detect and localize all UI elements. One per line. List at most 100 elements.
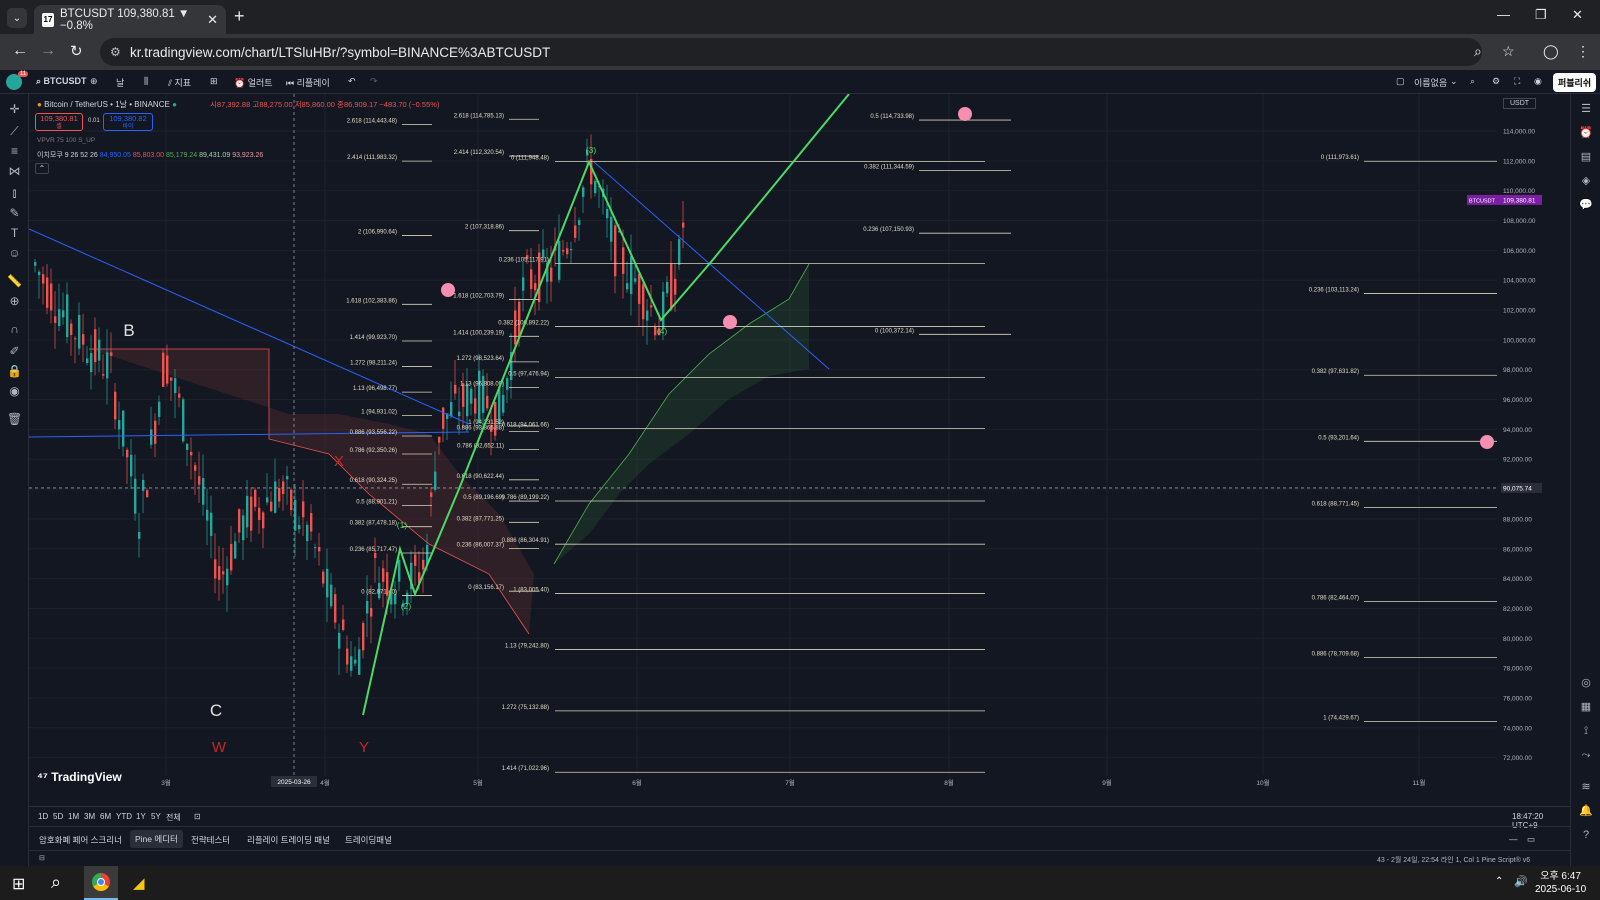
minimize-panel-icon[interactable]: —	[1509, 834, 1518, 844]
symbol-search[interactable]: ⌕ BTCUSDT	[36, 76, 87, 86]
price-axis[interactable]: 114,000.00 112,000.00 110,000.00 108,000.00…	[29, 94, 1570, 775]
interval-button[interactable]: 날	[116, 78, 125, 88]
buy-button[interactable]: 109,380.82 바이	[103, 113, 153, 131]
ichimoku-legend[interactable]: 이치모쿠 9 26 52 26 84,950.05 85,803.00 85,1…	[37, 150, 263, 160]
text-tool-icon[interactable]: T	[10, 226, 19, 240]
watchlist-icon[interactable]: ☰	[1581, 103, 1591, 115]
app-taskbar-icon[interactable]: ◢	[133, 875, 145, 892]
redo-icon[interactable]: ↷	[370, 76, 378, 86]
range-1d[interactable]: 1D	[38, 812, 49, 821]
templates-icon[interactable]: ⊞	[210, 76, 218, 86]
tab-strategy-tester[interactable]: 전략테스터	[191, 835, 231, 845]
minimize-window-icon[interactable]: —	[1497, 7, 1510, 22]
go-to-date-icon[interactable]: ⊡	[194, 812, 201, 821]
candle-body	[174, 378, 177, 394]
zoom-icon[interactable]: ⌕	[1474, 43, 1482, 59]
bell-icon[interactable]: 🔔	[1579, 805, 1593, 817]
keep-drawing-icon[interactable]: ✐	[9, 344, 20, 358]
ideas-icon[interactable]: ⤳	[1581, 749, 1591, 761]
range-5y[interactable]: 5Y	[151, 812, 161, 821]
back-icon[interactable]: ←	[12, 42, 28, 59]
pattern-tool-icon[interactable]: ⋈	[8, 164, 21, 178]
volume-icon[interactable]: 🔊	[1514, 876, 1528, 888]
clock-label[interactable]: 18:47:20 UTC+9	[1512, 812, 1544, 830]
compare-symbol-icon[interactable]: ⊕	[90, 76, 98, 86]
browser-menu-icon[interactable]: ⋮	[1576, 43, 1590, 59]
network-icon[interactable]: ⟟	[1583, 725, 1589, 737]
range-ytd[interactable]: YTD	[116, 812, 132, 821]
search-icon[interactable]: ⌕	[51, 872, 62, 892]
layers-icon[interactable]: ◈	[1581, 175, 1591, 187]
trendline-icon[interactable]: ⟋	[10, 124, 19, 138]
forward-icon[interactable]: →	[40, 42, 56, 59]
lock-icon[interactable]: 🔒	[7, 364, 22, 378]
calendar-icon[interactable]: ▦	[1580, 701, 1592, 713]
tray-chevron-icon[interactable]: ⌃	[1495, 876, 1504, 887]
tab-crypto-screener[interactable]: 암호화폐 페어 스크리너	[39, 835, 122, 845]
zoom-in-icon[interactable]: ⊕	[9, 294, 20, 308]
console-icon[interactable]: ⊟	[39, 855, 45, 862]
emoji-icon[interactable]: ☺	[8, 246, 21, 260]
url-field[interactable]: ⚙ kr.tradingview.com/chart/LTSluHBr/?sym…	[100, 38, 1482, 66]
indicators-button[interactable]: ⫽ 지표	[168, 78, 192, 88]
fullscreen-icon[interactable]: ⛶	[1514, 76, 1521, 86]
close-window-icon[interactable]: ✕	[1572, 7, 1583, 22]
tab-pine-editor[interactable]: Pine 에디터	[130, 830, 183, 848]
help-icon[interactable]: ?	[1582, 829, 1590, 841]
chat-icon[interactable]: 💬	[1579, 199, 1593, 211]
snapshot-icon[interactable]: ◉	[1534, 76, 1542, 86]
layout-name[interactable]: 이름없음	[1414, 78, 1448, 88]
replay-button[interactable]: ⏮ 리플레이	[286, 78, 330, 88]
close-tab-icon[interactable]: ✕	[207, 11, 218, 27]
maximize-panel-icon[interactable]: ▭	[1527, 834, 1536, 844]
range-6m[interactable]: 6M	[100, 812, 112, 821]
ruler-icon[interactable]: 📏	[7, 274, 22, 288]
fib-tool-icon[interactable]: ≡	[10, 144, 18, 158]
browser-tab[interactable]: 17 BTCUSDT 109,380.81 ▼ −0.8% ✕	[34, 5, 226, 34]
time-axis[interactable]: 3월 4월 5월 6월 7월 8월 9월 10월 11월 2025-03-26	[161, 94, 1425, 787]
sell-button[interactable]: 109,380.81 셀	[35, 113, 83, 131]
target-icon[interactable]: ◎	[1581, 677, 1591, 689]
windows-start-icon[interactable]: ⊞	[12, 876, 26, 893]
bookmark-star-icon[interactable]: ☆	[1502, 43, 1515, 59]
price-chart[interactable]: 2.618 (114,443.48) 2.414 (111,983.32) 2 (1…	[29, 94, 1570, 806]
signal-icon[interactable]: ≋	[1581, 781, 1591, 793]
settings-icon[interactable]: ⚙	[1492, 76, 1501, 86]
tab-replay-panel[interactable]: 리플레이 트레이딩 패널	[247, 835, 330, 845]
alerts-icon[interactable]: ⏰	[1579, 127, 1593, 139]
candle-body	[274, 481, 277, 513]
tab-trading-panel[interactable]: 트레이딩패널	[345, 835, 392, 845]
news-icon[interactable]: ▤	[1580, 151, 1592, 163]
alert-button[interactable]: ⏰ 얼러트	[234, 78, 273, 88]
vpvr-indicator-label[interactable]: VPVR 75 100 S_UP	[37, 137, 96, 144]
tab-search-button[interactable]: ⌄	[7, 8, 27, 28]
restore-window-icon[interactable]: ❐	[1535, 7, 1547, 22]
profile-icon[interactable]: ◯	[1543, 43, 1559, 59]
site-info-icon[interactable]: ⚙	[110, 45, 121, 59]
range-3m[interactable]: 3M	[84, 812, 96, 821]
taskbar-clock[interactable]: 오후 6:47 2025-06-10	[1535, 870, 1586, 896]
chrome-taskbar-button[interactable]	[84, 866, 118, 900]
avatar[interactable]	[6, 74, 22, 90]
undo-icon[interactable]: ↶	[348, 76, 356, 86]
crosshair-icon[interactable]: ✛	[9, 102, 20, 116]
range-1y[interactable]: 1Y	[136, 812, 146, 821]
reload-icon[interactable]: ↻	[70, 43, 83, 60]
chart-type-icon[interactable]: ⫼	[144, 76, 149, 86]
layout-dropdown-icon[interactable]: ⌄	[1450, 76, 1458, 86]
brush-icon[interactable]: ✎	[9, 206, 20, 220]
forecast-tool-icon[interactable]: ⫾	[12, 186, 17, 200]
symbol-legend[interactable]: ● Bitcoin / TetherUS • 1날 • BINANCE ●	[37, 99, 177, 110]
magnet-icon[interactable]: ∩	[10, 322, 19, 336]
quick-search-icon[interactable]: ⌕	[1470, 76, 1476, 86]
eye-icon[interactable]: ◉	[9, 384, 20, 398]
trash-icon[interactable]: 🗑	[7, 412, 23, 426]
range-1m[interactable]: 1M	[68, 812, 80, 821]
layout-icon[interactable]: ▢	[1396, 76, 1405, 86]
range-5d[interactable]: 5D	[53, 812, 64, 821]
new-tab-button[interactable]: +	[234, 6, 245, 26]
range-all[interactable]: 전체	[166, 813, 181, 822]
currency-selector[interactable]: USDT	[1503, 98, 1537, 109]
collapse-legend-icon[interactable]: ⌃	[35, 163, 49, 174]
publish-button[interactable]: 퍼블리쉬	[1553, 73, 1597, 92]
